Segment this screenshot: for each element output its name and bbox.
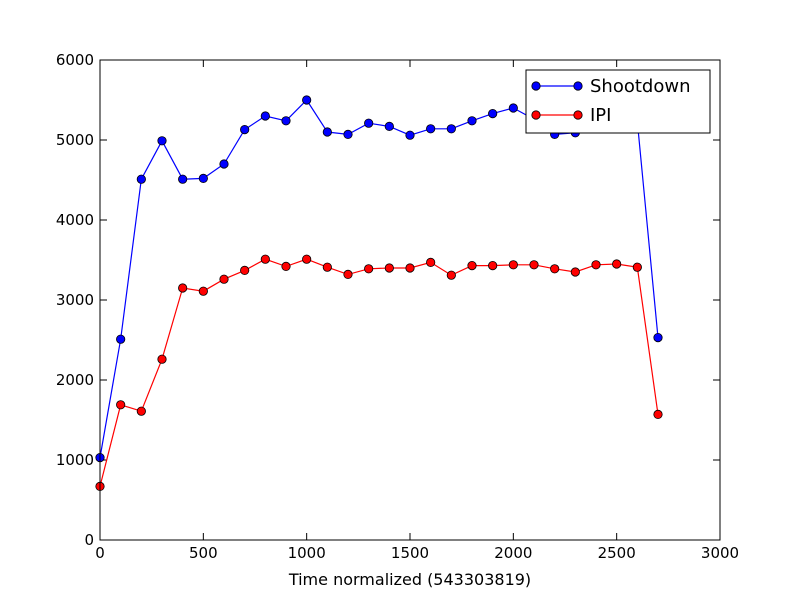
- x-tick-label: 1000: [288, 544, 326, 562]
- data-point-ipi: [384, 263, 394, 273]
- data-point-shootdown: [488, 109, 498, 119]
- data-point-ipi: [240, 265, 250, 275]
- data-point-shootdown: [508, 103, 518, 113]
- data-point-ipi: [467, 260, 477, 271]
- legend-marker-right-ipi: [573, 110, 583, 120]
- data-point-shootdown: [198, 173, 208, 183]
- legend-marker-left-ipi: [531, 110, 541, 120]
- data-point-ipi: [157, 354, 167, 364]
- data-point-ipi: [260, 254, 270, 264]
- data-point-shootdown: [343, 129, 353, 139]
- y-tick-label: 2000: [56, 371, 94, 389]
- data-point-shootdown: [240, 125, 250, 135]
- data-point-shootdown: [405, 130, 415, 140]
- data-point-ipi: [550, 264, 560, 274]
- data-point-ipi: [632, 262, 642, 272]
- data-point-shootdown: [467, 116, 477, 126]
- data-point-ipi: [116, 400, 126, 410]
- data-point-shootdown: [384, 121, 394, 132]
- x-tick-label: 0: [95, 544, 105, 562]
- legend-marker-right-shootdown: [573, 81, 583, 91]
- data-point-ipi: [446, 270, 456, 280]
- x-tick-label: 1500: [391, 544, 429, 562]
- legend-marker-left-shootdown: [531, 81, 541, 91]
- data-point-shootdown: [116, 334, 126, 344]
- legend-label-ipi: IPI: [590, 105, 611, 126]
- x-axis-label: Time normalized (543303819): [288, 570, 531, 589]
- x-tick-label: 2000: [494, 544, 532, 562]
- y-tick-label: 6000: [56, 51, 94, 69]
- data-point-ipi: [219, 274, 229, 284]
- data-point-ipi: [653, 409, 663, 419]
- data-point-ipi: [612, 259, 622, 269]
- legend-label-shootdown: Shootdown: [590, 76, 691, 97]
- y-tick-label: 5000: [56, 131, 94, 149]
- data-point-shootdown: [219, 159, 229, 169]
- data-point-ipi: [570, 267, 580, 277]
- data-point-shootdown: [364, 118, 374, 128]
- data-point-ipi: [178, 283, 188, 293]
- data-point-shootdown: [136, 174, 146, 184]
- data-point-shootdown: [426, 124, 436, 134]
- data-point-ipi: [591, 260, 601, 270]
- data-point-ipi: [322, 262, 332, 272]
- x-tick-label: 500: [189, 544, 218, 562]
- plot-area: [100, 60, 720, 540]
- data-point-shootdown: [281, 116, 291, 126]
- data-point-shootdown: [302, 95, 312, 105]
- series-line-shootdown: [99, 99, 659, 458]
- data-point-shootdown: [653, 332, 663, 343]
- data-point-ipi: [426, 257, 436, 267]
- data-point-ipi: [302, 254, 312, 264]
- series-line-ipi: [99, 258, 659, 487]
- x-tick-label: 2500: [598, 544, 636, 562]
- data-point-ipi: [508, 260, 518, 270]
- data-point-ipi: [488, 260, 498, 271]
- data-point-ipi: [364, 264, 374, 274]
- data-point-ipi: [136, 406, 146, 416]
- y-tick-label: 4000: [56, 211, 94, 229]
- y-tick-label: 3000: [56, 291, 94, 309]
- data-point-ipi: [343, 269, 353, 279]
- data-point-shootdown: [322, 127, 332, 137]
- legend-box: [525, 69, 711, 134]
- data-point-shootdown: [446, 124, 456, 134]
- data-point-ipi: [198, 286, 208, 296]
- data-point-ipi: [529, 260, 539, 270]
- axes-frame: [99, 59, 721, 541]
- data-point-shootdown: [157, 136, 167, 146]
- data-point-shootdown: [178, 174, 188, 184]
- x-tick-label: 3000: [701, 544, 739, 562]
- data-point-ipi: [281, 261, 291, 271]
- data-point-ipi: [405, 263, 415, 273]
- y-tick-label: 0: [84, 531, 94, 549]
- y-tick-label: 1000: [56, 451, 94, 469]
- data-point-shootdown: [260, 111, 270, 121]
